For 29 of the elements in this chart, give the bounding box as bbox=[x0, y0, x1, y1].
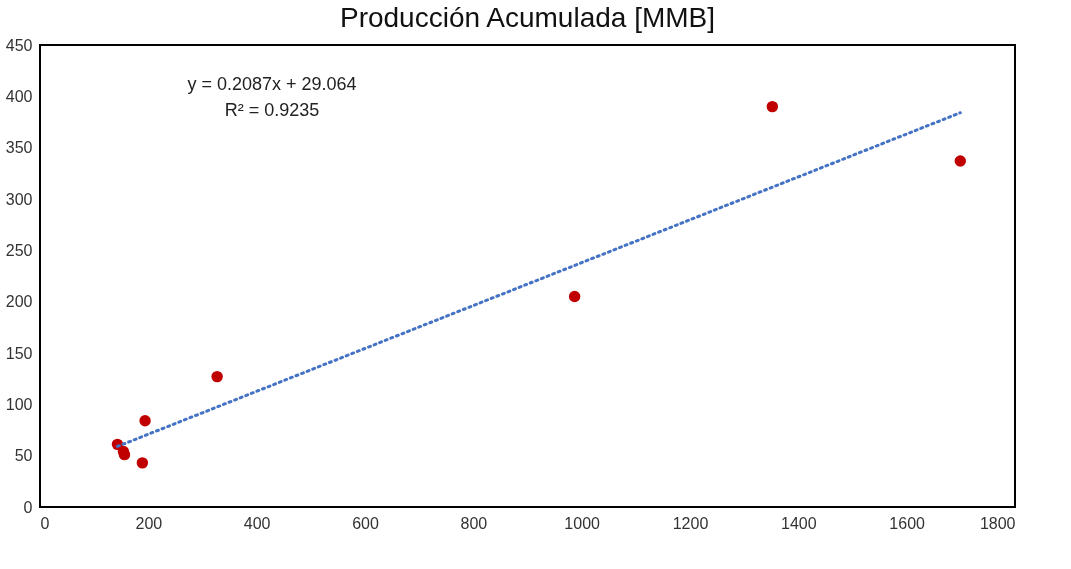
point bbox=[211, 370, 223, 383]
x-tick-label: 800 bbox=[460, 514, 488, 532]
y-tick-label: 200 bbox=[5, 293, 33, 311]
annotation: y = 0.2087x + 29.064 bbox=[187, 74, 357, 94]
x-tick-label: 1800 bbox=[979, 514, 1016, 532]
annotation: R² = 0.9235 bbox=[224, 100, 320, 120]
point bbox=[136, 457, 149, 469]
y-tick-label: 100 bbox=[5, 395, 33, 413]
y-tick-label: 250 bbox=[5, 241, 33, 259]
y-tick-label: 400 bbox=[5, 87, 33, 105]
x-tick-label: 400 bbox=[243, 514, 271, 532]
y-tick-label: 50 bbox=[14, 447, 33, 465]
y-tick-label: 0 bbox=[23, 498, 33, 516]
point bbox=[139, 415, 151, 427]
x-tick-label: 600 bbox=[352, 514, 379, 532]
point bbox=[954, 155, 966, 167]
y-tick-label: 300 bbox=[5, 190, 33, 208]
x-tick-label: 1600 bbox=[889, 514, 926, 532]
point bbox=[766, 100, 779, 113]
y-tick-label: 350 bbox=[5, 139, 33, 157]
x-tick-label: 200 bbox=[135, 514, 163, 532]
y-tick-label: 150 bbox=[5, 344, 33, 362]
x-tick-label: 1200 bbox=[672, 514, 709, 532]
x-tick-label: 1000 bbox=[564, 514, 601, 532]
point bbox=[568, 290, 581, 303]
y-tick-label: 450 bbox=[5, 36, 33, 54]
chart-title: Producción Acumulada [MMB] bbox=[339, 2, 716, 33]
x-tick-label: 0 bbox=[40, 514, 50, 532]
x-tick-label: 1400 bbox=[781, 514, 817, 532]
